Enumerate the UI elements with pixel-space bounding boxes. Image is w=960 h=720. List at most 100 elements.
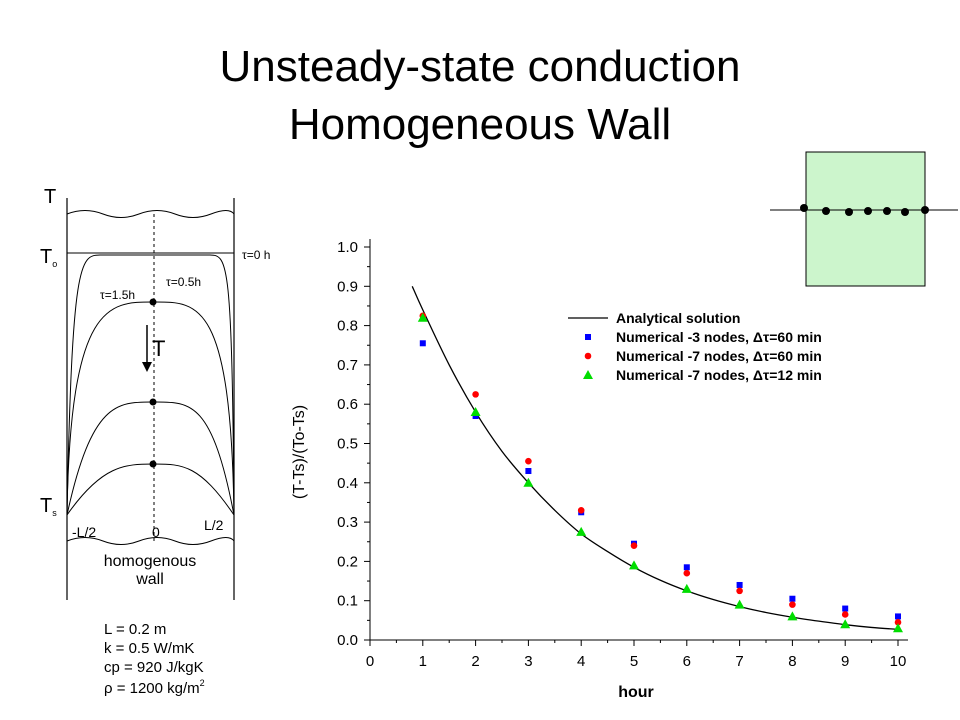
y-tick-label: 0.8 (337, 318, 358, 335)
x-tick-label: 10 (890, 653, 907, 670)
x-tick-label: 5 (630, 653, 638, 670)
x-tick-label: 2 (471, 653, 479, 670)
cooling-arrow-head (142, 362, 152, 372)
arrow-t-label: T (152, 336, 165, 361)
data-point-series-3 (523, 477, 534, 487)
x-tick-label: 4 (577, 653, 585, 670)
x-tick-half-l: L/2 (204, 517, 224, 533)
wall-temperature-diagram: T To Ts T τ=0 h τ=0.5h τ=1.5h -L/2 0 L/2… (40, 186, 270, 600)
y-axis-label: (T-Ts)/(To-Ts) (291, 405, 308, 499)
x-tick-label: 0 (366, 653, 374, 670)
center-node (149, 298, 157, 306)
node-dot (845, 208, 853, 216)
data-point-series-3 (417, 312, 428, 322)
legend-swatch (585, 334, 591, 340)
legend-entry: Numerical -7 nodes, Δτ=12 min (616, 367, 822, 383)
legend-swatch (584, 352, 592, 360)
ts-label: Ts (40, 495, 57, 518)
wall-label-line1: homogenous (104, 553, 197, 570)
x-tick-label: 3 (524, 653, 532, 670)
y-tick-label: 0.1 (337, 593, 358, 610)
data-point-series-3 (787, 611, 798, 621)
material-properties: L = 0.2 m k = 0.5 W/mK cp = 920 J/kgK ρ … (104, 621, 205, 697)
data-point-series-1 (419, 340, 426, 347)
data-point-series-2 (736, 587, 743, 595)
curve-label-tau-1.5h: τ=1.5h (100, 288, 135, 302)
t-axis-label: T (44, 186, 56, 208)
property-density: ρ = 1200 kg/m2 (104, 678, 205, 697)
slide-title-line2: Homogeneous Wall (288, 100, 672, 149)
chart-legend: Analytical solution Numerical -3 nodes, Δ… (568, 310, 822, 383)
y-tick-label: 0.7 (337, 357, 358, 374)
data-point-series-3 (840, 619, 851, 629)
data-point-series-2 (683, 569, 691, 577)
y-axis-ticks: 0.0 0.1 0.2 0.3 0.4 0.5 0.6 0.7 0.8 0.9 1.0 (337, 239, 370, 649)
data-point-series-2 (577, 507, 585, 514)
node-dot (822, 207, 830, 215)
y-tick-label: 0.5 (337, 436, 358, 453)
x-axis-label: hour (618, 684, 654, 701)
x-tick-label: 8 (788, 653, 796, 670)
node-dot (921, 206, 929, 214)
data-point-series-2 (841, 611, 849, 618)
x-axis-ticks: 0 1 2 3 4 5 6 7 8 9 10 (366, 640, 907, 670)
nodes-inset (770, 151, 958, 287)
y-tick-label: 0.0 (337, 632, 358, 649)
curve-label-tau-0h: τ=0 h (242, 248, 270, 262)
x-tick-label: 1 (419, 653, 427, 670)
property-specific-heat: cp = 920 J/kgK (104, 659, 204, 676)
wall-label-line2: wall (135, 571, 164, 588)
data-point-series-2 (525, 457, 532, 465)
y-tick-label: 0.6 (337, 396, 358, 413)
x-tick-label: 6 (683, 653, 691, 670)
legend-entry: Numerical -7 nodes, Δτ=60 min (616, 348, 822, 364)
data-point-series-1 (525, 468, 532, 475)
node-dot (800, 204, 808, 212)
y-tick-label: 0.2 (337, 553, 358, 570)
data-point-series-3 (681, 583, 692, 593)
diagram-bottom-break (66, 537, 235, 545)
y-tick-label: 0.3 (337, 514, 358, 531)
node-dot (864, 207, 872, 215)
center-node (149, 398, 157, 406)
wall-block (805, 151, 926, 287)
x-tick-zero: 0 (152, 524, 160, 540)
y-tick-label: 1.0 (337, 239, 358, 256)
data-point-series-1 (895, 613, 901, 620)
chart-marks (411, 286, 903, 633)
data-point-series-3 (470, 407, 481, 417)
profile-tau-0h (66, 254, 235, 516)
t0-label: To (40, 246, 57, 269)
curve-label-tau-0.5h: τ=0.5h (166, 275, 201, 289)
profile-tau-0.5h (66, 301, 235, 516)
data-point-series-2 (789, 601, 796, 608)
profile-tau-late (66, 463, 235, 516)
data-point-series-3 (893, 623, 903, 633)
y-tick-label: 0.4 (337, 475, 358, 492)
data-point-series-3 (576, 526, 587, 536)
data-point-series-1 (789, 595, 796, 602)
data-point-series-3 (734, 599, 745, 609)
y-tick-label: 0.9 (337, 278, 358, 295)
legend-entry: Numerical -3 nodes, Δτ=60 min (616, 329, 822, 345)
node-dot (883, 207, 891, 215)
property-conductivity: k = 0.5 W/mK (104, 640, 194, 657)
center-node (149, 460, 157, 468)
data-point-series-2 (472, 391, 479, 398)
data-point-series-1 (683, 564, 690, 571)
data-point-series-1 (736, 581, 743, 588)
legend-entry: Analytical solution (616, 310, 740, 326)
data-point-series-1 (842, 605, 849, 612)
data-point-series-2 (894, 619, 902, 626)
x-tick-label: 7 (735, 653, 743, 670)
node-dot (901, 208, 909, 216)
x-tick-label: 9 (841, 653, 849, 670)
property-length: L = 0.2 m (104, 621, 166, 638)
data-point-series-3 (629, 560, 639, 570)
profile-tau-1.5h (66, 401, 235, 516)
decay-chart: 0 1 2 3 4 5 6 7 8 9 10 0.0 0.1 0.2 0.3 0.4 0.5 0.6 0.7 0.8… (291, 239, 908, 701)
data-point-series-2 (630, 542, 638, 549)
legend-swatch (583, 370, 593, 379)
chart-axes (369, 239, 908, 641)
